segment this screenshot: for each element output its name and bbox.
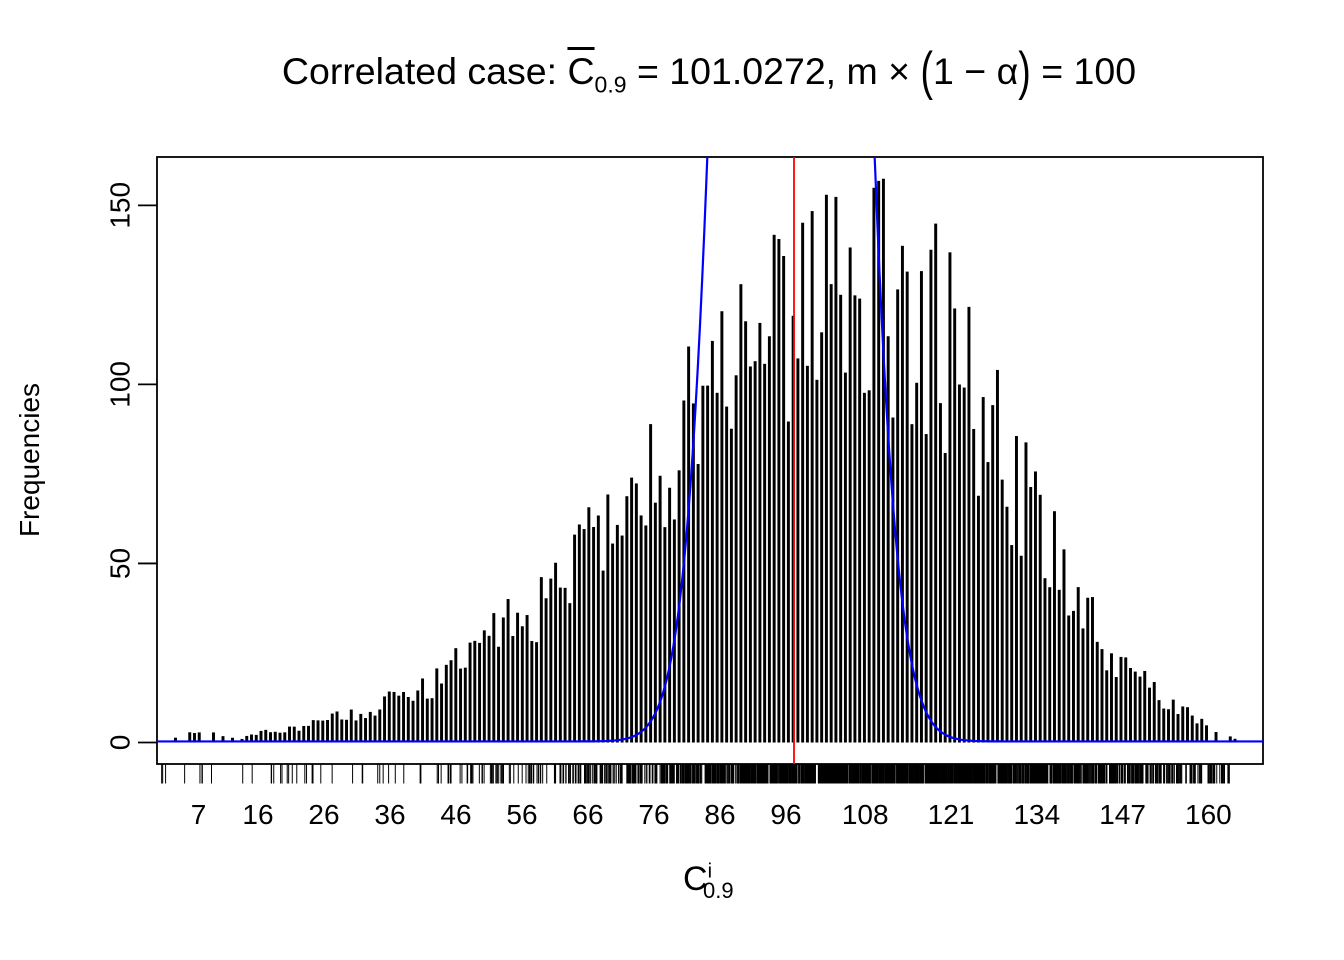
svg-text:134: 134 [1013, 799, 1060, 830]
svg-text:50: 50 [104, 548, 135, 579]
svg-text:46: 46 [440, 799, 471, 830]
svg-text:16: 16 [242, 799, 273, 830]
svg-text:160: 160 [1185, 799, 1232, 830]
svg-text:66: 66 [572, 799, 603, 830]
svg-text:0: 0 [104, 735, 135, 751]
svg-text:108: 108 [842, 799, 889, 830]
svg-text:56: 56 [506, 799, 537, 830]
svg-text:150: 150 [104, 182, 135, 229]
svg-text:147: 147 [1099, 799, 1146, 830]
svg-text:36: 36 [374, 799, 405, 830]
svg-text:100: 100 [104, 361, 135, 408]
svg-text:96: 96 [770, 799, 801, 830]
svg-text:7: 7 [191, 799, 207, 830]
svg-text:121: 121 [928, 799, 975, 830]
svg-text:76: 76 [638, 799, 669, 830]
svg-text:26: 26 [308, 799, 339, 830]
svg-text:86: 86 [704, 799, 735, 830]
